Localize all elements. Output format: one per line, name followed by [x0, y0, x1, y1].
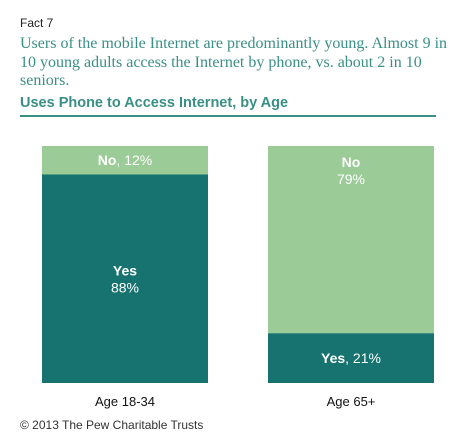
data-label-no-name: No	[342, 154, 361, 170]
bar-segment-yes	[268, 333, 434, 383]
chart-title: Uses Phone to Access Internet, by Age	[20, 95, 289, 111]
copyright-footer: © 2013 The Pew Charitable Trusts	[20, 418, 204, 432]
data-label-yes-value: 88%	[111, 280, 139, 296]
headline: Users of the mobile Internet are predomi…	[20, 35, 448, 89]
fact-label: Fact 7	[20, 16, 54, 30]
data-label-yes-name: Yes	[113, 263, 137, 279]
bar-segment-yes	[42, 174, 208, 383]
bar-segment-no	[42, 146, 208, 175]
category-label: Age 18-34	[95, 394, 155, 409]
bar-segment-no	[268, 146, 434, 334]
title-divider	[20, 115, 436, 117]
data-label-no: No, 12%	[98, 152, 152, 168]
category-label: Age 65+	[327, 394, 376, 409]
data-label-yes: Yes, 21%	[321, 350, 381, 366]
data-label-no-value: 79%	[337, 171, 365, 187]
